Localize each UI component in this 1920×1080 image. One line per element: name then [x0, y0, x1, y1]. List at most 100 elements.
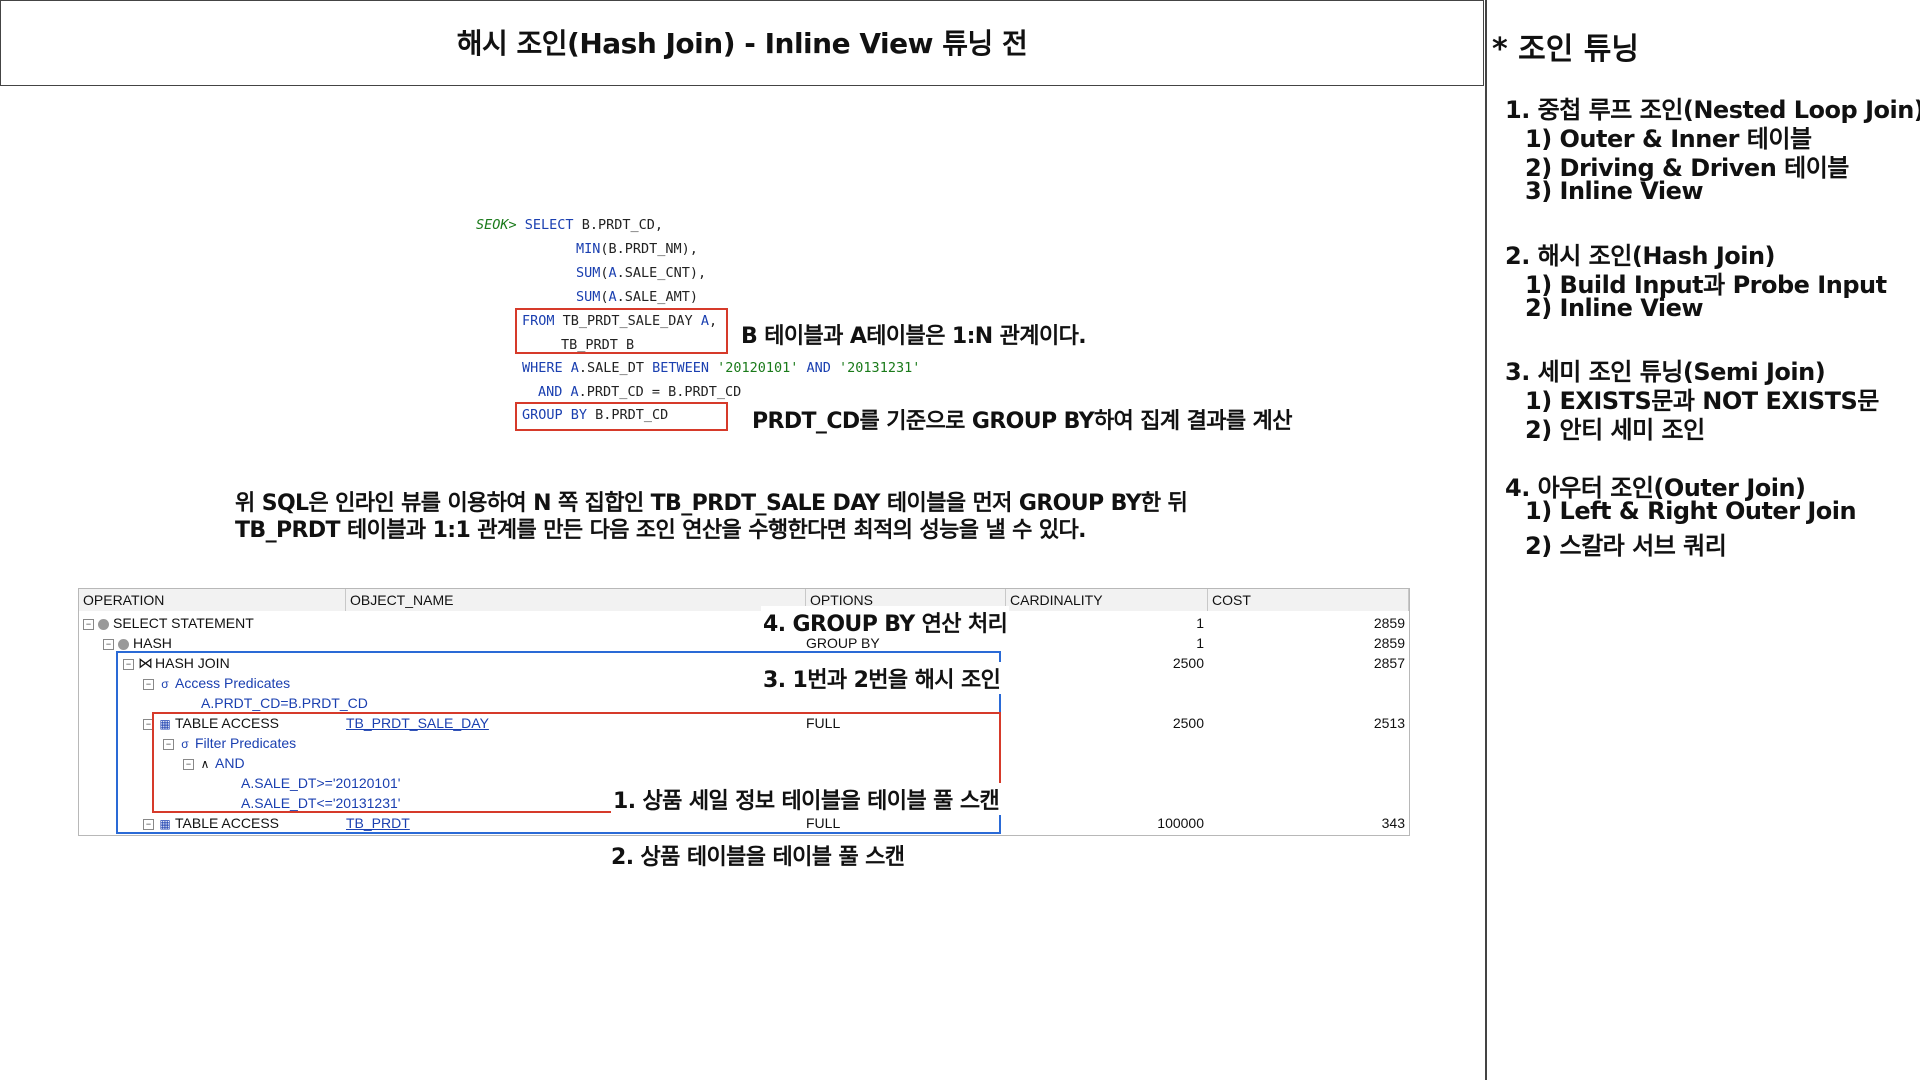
- toc-item: 2) 안티 세미 조인: [1525, 416, 1705, 444]
- table-row[interactable]: − ∧ AND: [79, 753, 1409, 773]
- sidebar-title: * 조인 튜닝: [1492, 32, 1639, 67]
- operation-cell: HASH JOIN: [155, 655, 230, 671]
- table-icon: ▦: [159, 717, 171, 731]
- sql-line-9: GROUP BY B.PRDT_CD: [522, 407, 668, 423]
- sql-text: .SALE_CNT),: [616, 265, 707, 281]
- toc-section-3: 3. 세미 조인 튜닝(Semi Join): [1505, 358, 1826, 386]
- step-1-label: 1. 상품 세일 정보 테이블을 테이블 풀 스캔: [611, 783, 1002, 815]
- step-4-label: 4. GROUP BY 연산 처리: [761, 606, 1010, 638]
- sql-text: TB_PRDT_SALE_DAY: [554, 313, 701, 329]
- sql-keyword: SELECT: [524, 217, 574, 233]
- execution-plan-table: OPERATION OBJECT_NAME OPTIONS CARDINALIT…: [78, 588, 1410, 836]
- table-row[interactable]: A.SALE_DT<='20131231': [79, 793, 1409, 813]
- table-row[interactable]: − HASH GROUP BY 1 2859: [79, 633, 1409, 653]
- table-row[interactable]: − σ Access Predicates: [79, 673, 1409, 693]
- operation-cell: Access Predicates: [175, 675, 291, 691]
- object-name-link[interactable]: TB_PRDT: [346, 815, 410, 831]
- sql-text: B.PRDT_CD: [587, 407, 669, 423]
- sql-text: (: [600, 289, 609, 305]
- table-row[interactable]: A.PRDT_CD=B.PRDT_CD: [79, 693, 1409, 713]
- cardinality-cell: 100000: [1157, 815, 1204, 831]
- sql-line-3: SUM(A.SALE_CNT),: [576, 265, 706, 281]
- cost-cell: 2859: [1373, 635, 1405, 651]
- sql-text: ,: [708, 313, 718, 329]
- table-row[interactable]: A.SALE_DT>='20120101': [79, 773, 1409, 793]
- toc-item: 2) 스칼라 서브 쿼리: [1525, 532, 1727, 560]
- sql-text: (: [600, 265, 609, 281]
- toc-item: 3) Inline View: [1525, 177, 1704, 205]
- sql-text: .PRDT_CD = B.PRDT_CD: [578, 384, 742, 400]
- options-cell: FULL: [806, 815, 841, 831]
- groupby-highlight-box: [515, 402, 728, 431]
- sql-keyword: FROM: [522, 313, 555, 329]
- toc-section-2: 2. 해시 조인(Hash Join): [1505, 242, 1776, 270]
- collapse-icon[interactable]: −: [83, 618, 94, 630]
- operation-cell: TABLE ACCESS: [175, 815, 280, 831]
- sql-text: B.PRDT_CD,: [573, 217, 663, 233]
- cardinality-cell: 2500: [1172, 715, 1204, 731]
- step-2-label: 2. 상품 테이블을 테이블 풀 스캔: [611, 845, 905, 870]
- table-row[interactable]: − ⋈ HASH JOIN 2500 2857: [79, 653, 1409, 673]
- cost-cell: 2859: [1373, 615, 1405, 631]
- sql-line-4: SUM(A.SALE_AMT): [576, 289, 698, 305]
- sql-line-2: MIN(B.PRDT_NM),: [576, 241, 698, 257]
- table-row[interactable]: − SELECT STATEMENT 1 2859: [79, 613, 1409, 633]
- relation-note: B 테이블과 A테이블은 1:N 관계이다.: [741, 324, 1087, 349]
- table-row[interactable]: − σ Filter Predicates: [79, 733, 1409, 753]
- explanation-line-1: 위 SQL은 인라인 뷰를 이용하여 N 쪽 집합인 TB_PRDT_SALE …: [235, 491, 1188, 516]
- cardinality-cell: 1: [1196, 635, 1204, 651]
- sql-keyword: BETWEEN: [652, 360, 709, 376]
- sql-text: [563, 360, 571, 376]
- collapse-icon[interactable]: −: [163, 738, 174, 750]
- column-header-cardinality[interactable]: CARDINALITY: [1006, 589, 1208, 611]
- filter-predicates-icon: σ: [181, 737, 189, 751]
- cost-cell: 2857: [1373, 655, 1405, 671]
- explanation-line-2: TB_PRDT 테이블과 1:1 관계를 만든 다음 조인 연산을 수행한다면 …: [235, 518, 1087, 543]
- cost-cell: 2513: [1373, 715, 1405, 731]
- object-name-link[interactable]: TB_PRDT_SALE_DAY: [346, 715, 489, 731]
- toc-item: 2) Driving & Driven 테이블: [1525, 154, 1849, 182]
- operation-cell: A.SALE_DT<='20131231': [241, 795, 401, 811]
- sql-alias: A: [608, 289, 617, 305]
- toc-item: 1) Left & Right Outer Join: [1525, 497, 1857, 525]
- step-3-label: 3. 1번과 2번을 해시 조인: [761, 662, 1003, 694]
- column-header-options[interactable]: OPTIONS: [806, 589, 1006, 611]
- sql-text: .SALE_DT: [578, 360, 653, 376]
- sql-text: .SALE_AMT): [616, 289, 698, 305]
- sale-day-scan-highlight-box: [152, 712, 1001, 813]
- sql-string: '20120101': [708, 360, 807, 376]
- table-icon: ▦: [159, 817, 171, 831]
- toc-item: 1) EXISTS문과 NOT EXISTS문: [1525, 387, 1879, 415]
- operation-cell: SELECT STATEMENT: [113, 615, 254, 631]
- options-cell: FULL: [806, 715, 841, 731]
- operation-cell: AND: [215, 755, 245, 771]
- collapse-icon[interactable]: −: [123, 658, 134, 670]
- operation-cell: A.PRDT_CD=B.PRDT_CD: [201, 695, 368, 711]
- sql-keyword: WHERE: [522, 360, 563, 376]
- cost-cell: 343: [1381, 815, 1405, 831]
- toc-item: 1) Build Input과 Probe Input: [1525, 271, 1887, 299]
- collapse-icon[interactable]: −: [143, 678, 154, 690]
- sql-line-1: SEOK> SELECT B.PRDT_CD,: [476, 217, 663, 233]
- sql-keyword: AND: [806, 360, 831, 376]
- column-header-operation[interactable]: OPERATION: [79, 589, 346, 611]
- table-row[interactable]: − ▦ TABLE ACCESS TB_PRDT_SALE_DAY FULL 250…: [79, 713, 1409, 733]
- sql-function: MIN: [576, 241, 601, 257]
- sql-line-6: TB_PRDT B: [561, 337, 635, 353]
- sql-alias: A: [608, 265, 617, 281]
- sql-text: [562, 384, 570, 400]
- collapse-icon[interactable]: −: [103, 638, 114, 650]
- hash-icon: [118, 638, 129, 650]
- sql-line-8: AND A.PRDT_CD = B.PRDT_CD: [538, 384, 741, 400]
- statement-icon: [98, 618, 109, 630]
- column-header-object-name[interactable]: OBJECT_NAME: [346, 589, 806, 611]
- sql-prompt: SEOK>: [476, 217, 517, 233]
- column-header-cost[interactable]: COST: [1208, 589, 1409, 611]
- and-icon: ∧: [200, 757, 210, 771]
- collapse-icon[interactable]: −: [143, 818, 154, 830]
- title-frame: [0, 0, 1484, 86]
- collapse-icon[interactable]: −: [183, 758, 194, 770]
- sql-alias: A: [570, 384, 579, 400]
- sql-alias: A: [700, 313, 709, 329]
- table-row[interactable]: − ▦ TABLE ACCESS TB_PRDT FULL 100000 343: [79, 813, 1409, 833]
